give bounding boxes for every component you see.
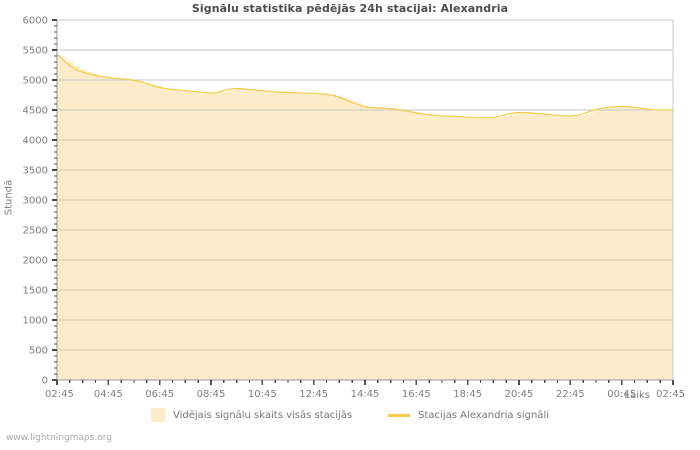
- x-tick-label-6: 14:45: [351, 389, 380, 400]
- x-tick-label-12: 02:45: [656, 389, 685, 400]
- chart-title: Signālu statistika pēdējās 24h stacijai:…: [191, 2, 509, 15]
- legend-label-0: Vidējais signālu skaits visās stacijās: [172, 409, 353, 421]
- legend-label-1: Stacijas Alexandria signāli: [418, 409, 550, 421]
- x-tick-label-4: 10:45: [248, 389, 277, 400]
- y-tick-label-3500: 3500: [23, 166, 48, 177]
- x-tick-label-1: 04:45: [94, 389, 123, 400]
- legend-area-swatch-icon: [150, 408, 165, 422]
- x-tick-label-7: 16:45: [402, 389, 431, 400]
- x-tick-label-3: 08:45: [197, 389, 226, 400]
- x-tick-label-9: 20:45: [505, 389, 534, 400]
- x-tick-label-2: 06:45: [145, 389, 174, 400]
- y-tick-label-5000: 5000: [23, 76, 48, 87]
- x-tick-label-10: 22:45: [556, 389, 585, 400]
- x-tick-label-5: 12:45: [299, 389, 328, 400]
- area-series-average-signals: [57, 54, 673, 380]
- y-tick-label-0: 0: [42, 376, 48, 387]
- y-tick-label-5500: 5500: [23, 46, 48, 57]
- y-tick-label-6000: 6000: [23, 16, 48, 27]
- y-tick-label-1500: 1500: [23, 286, 48, 297]
- x-tick-label-8: 18:45: [453, 389, 482, 400]
- y-tick-label-4000: 4000: [23, 136, 48, 147]
- y-tick-label-2000: 2000: [23, 256, 48, 267]
- y-tick-label-1000: 1000: [23, 316, 48, 327]
- chart-legend: Vidējais signālu skaits visās stacijās St…: [0, 408, 700, 422]
- x-axis-label: Laiks: [624, 390, 650, 401]
- footer-attribution: www.lightningmaps.org: [6, 433, 112, 443]
- y-tick-label-2500: 2500: [23, 226, 48, 237]
- legend-item-0[interactable]: Vidējais signālu skaits visās stacijās: [150, 408, 353, 422]
- legend-item-1[interactable]: Stacijas Alexandria signāli: [388, 410, 549, 421]
- y-axis-label: Stundā: [3, 179, 15, 216]
- x-tick-label-0: 02:45: [45, 389, 74, 400]
- y-tick-label-3000: 3000: [23, 196, 48, 207]
- legend-line-swatch-icon: [388, 413, 411, 417]
- x-tick-label-11: 00:45: [607, 389, 636, 400]
- line-series-station-signals: [56, 53, 673, 119]
- y-tick-label-4500: 4500: [23, 106, 48, 117]
- y-tick-label-500: 500: [29, 346, 48, 357]
